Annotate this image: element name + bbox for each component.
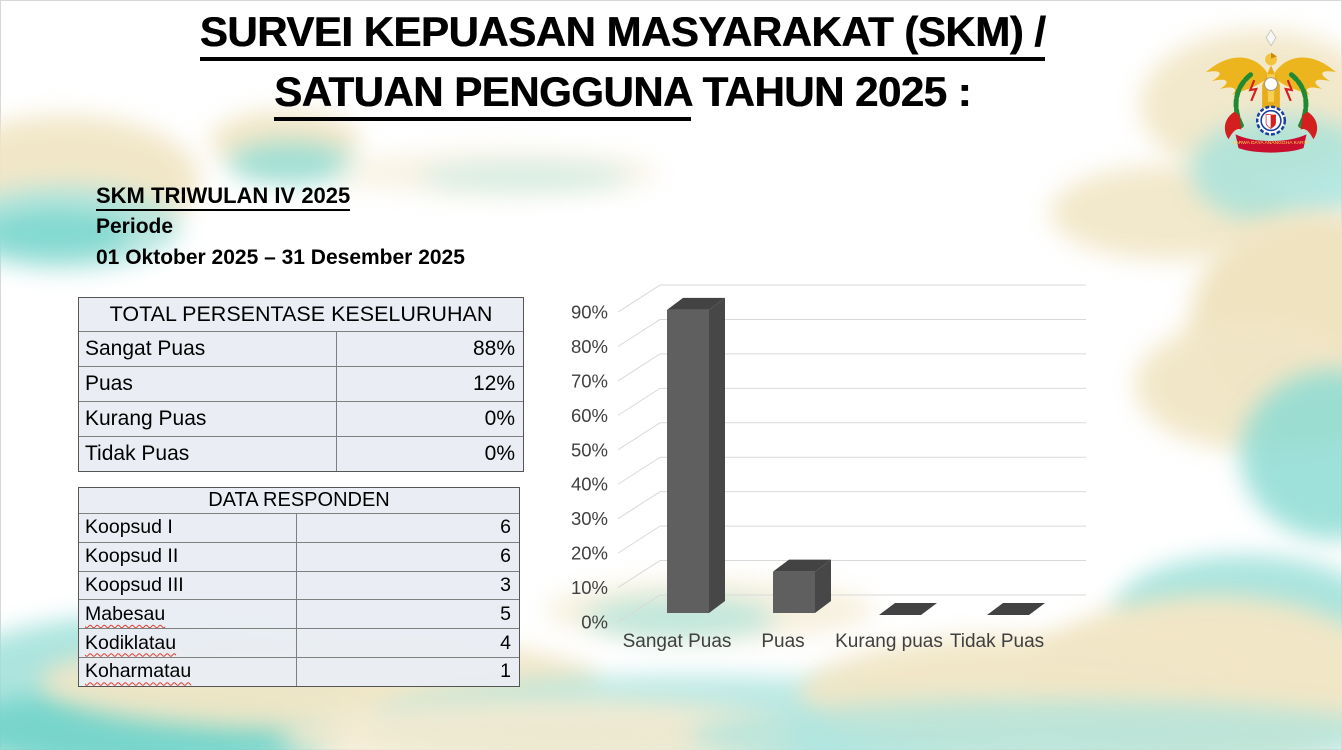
row-value: 12% bbox=[472, 372, 515, 395]
cloud-shape bbox=[420, 163, 630, 191]
table-row: Puas 12% bbox=[79, 367, 523, 402]
row-label: Tidak Puas bbox=[79, 437, 337, 471]
row-label: Koharmatau bbox=[79, 657, 297, 686]
period-label: Periode bbox=[96, 215, 174, 238]
row-value: 1 bbox=[500, 660, 511, 683]
table-row: Koharmatau 1 bbox=[79, 657, 519, 686]
row-label: Puas bbox=[79, 367, 337, 401]
svg-text:60%: 60% bbox=[571, 405, 608, 426]
table-row: Tidak Puas 0% bbox=[79, 437, 523, 471]
slide-title-line2: SATUAN PENGGUNA TAHUN 2025 : bbox=[0, 68, 1245, 121]
table-row: Kodiklatau 4 bbox=[79, 629, 519, 658]
svg-text:80%: 80% bbox=[571, 336, 608, 357]
koharmatau-emblem-icon: SARWA DAYA ANANGGHA KARYA bbox=[1205, 28, 1337, 153]
svg-text:Kurang puas: Kurang puas bbox=[835, 631, 943, 652]
slide-title: SURVEI KEPUASAN MASYARAKAT (SKM) / SATUA… bbox=[0, 8, 1245, 121]
svg-text:20%: 20% bbox=[571, 543, 608, 564]
report-period-block: SKM TRIWULAN IV 2025 Periode 01 Oktober … bbox=[96, 181, 465, 273]
svg-text:50%: 50% bbox=[571, 439, 608, 460]
table-row: Sangat Puas 88% bbox=[79, 332, 523, 367]
svg-text:10%: 10% bbox=[571, 577, 608, 598]
row-value: 6 bbox=[500, 545, 511, 568]
table-row: Kurang Puas 0% bbox=[79, 402, 523, 437]
row-label: Koopsud III bbox=[79, 571, 297, 600]
svg-text:70%: 70% bbox=[571, 370, 608, 391]
row-value: 5 bbox=[500, 602, 511, 625]
report-period-heading: SKM TRIWULAN IV 2025 bbox=[96, 181, 465, 211]
svg-text:Tidak Puas: Tidak Puas bbox=[950, 631, 1044, 652]
slide-title-line1: SURVEI KEPUASAN MASYARAKAT (SKM) / bbox=[0, 8, 1245, 61]
cloud-shape bbox=[0, 210, 130, 255]
svg-text:30%: 30% bbox=[571, 508, 608, 529]
row-label: Kodiklatau bbox=[79, 629, 297, 657]
row-value: 4 bbox=[500, 631, 511, 654]
table-row: Mabesau 5 bbox=[79, 600, 519, 630]
svg-text:Puas: Puas bbox=[761, 631, 804, 652]
svg-text:40%: 40% bbox=[571, 474, 608, 495]
row-value: 0% bbox=[484, 442, 515, 465]
row-label: Mabesau bbox=[79, 600, 297, 629]
emblem-motto: SARWA DAYA ANANGGHA KARYA bbox=[1232, 140, 1310, 146]
data-responden-table: DATA RESPONDEN Koopsud I 6 Koopsud II 6 … bbox=[78, 487, 520, 687]
row-label: Koopsud II bbox=[79, 542, 297, 571]
row-value: 6 bbox=[500, 516, 511, 539]
svg-text:90%: 90% bbox=[571, 302, 608, 323]
table-row: Koopsud II 6 bbox=[79, 542, 519, 572]
row-value: 3 bbox=[500, 573, 511, 596]
svg-text:Sangat Puas: Sangat Puas bbox=[623, 631, 732, 652]
total-persentase-table: TOTAL PERSENTASE KESELURUHAN Sangat Puas… bbox=[78, 297, 524, 472]
cloud-shape bbox=[228, 142, 353, 184]
row-value: 88% bbox=[472, 337, 515, 360]
row-label: Sangat Puas bbox=[79, 332, 337, 366]
table-row: Koopsud III 3 bbox=[79, 571, 519, 601]
table-header: TOTAL PERSENTASE KESELURUHAN bbox=[79, 298, 523, 332]
row-label: Kurang Puas bbox=[79, 402, 337, 436]
row-value: 0% bbox=[484, 407, 515, 430]
satisfaction-bar-chart: 0% 10% 20% 30% 40% 50% 60% 70% 80% 90% Sangat Puas… bbox=[571, 284, 1086, 652]
period-value: 01 Oktober 2025 – 31 Desember 2025 bbox=[96, 246, 465, 269]
svg-text:0%: 0% bbox=[581, 612, 608, 633]
table-row: Koopsud I 6 bbox=[79, 514, 519, 543]
table-header: DATA RESPONDEN bbox=[79, 488, 519, 514]
row-label: Koopsud I bbox=[79, 514, 297, 542]
